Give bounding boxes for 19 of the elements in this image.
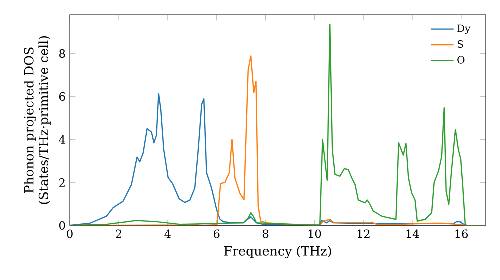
x-tick-label: 16: [456, 230, 468, 238]
y-tick-label: 0: [60, 222, 66, 230]
legend-label: Dy: [458, 25, 471, 34]
y-tick-label: 2: [60, 178, 65, 188]
x-tick-label: 2: [116, 230, 122, 238]
x-tick-label: 4: [164, 230, 171, 238]
x-tick-label: 6: [214, 230, 220, 238]
x-tick-label: 12: [358, 230, 370, 238]
y-tick-label: 4: [59, 136, 66, 144]
y-tick-label: 8: [60, 50, 66, 58]
x-tick-label: 8: [262, 230, 269, 238]
legend-label: O: [458, 56, 465, 64]
legend-label: S: [458, 40, 464, 48]
x-tick-label: 0: [67, 230, 73, 238]
x-tick-label: 14: [406, 230, 420, 238]
y-tick-label: 6: [60, 92, 66, 102]
x-axis-title: Frequency (THz): [224, 246, 332, 259]
y-axis-title: Phonon projected DOS (States/THz·primitive cell): [24, 36, 51, 204]
x-tick-label: 10: [308, 230, 322, 238]
